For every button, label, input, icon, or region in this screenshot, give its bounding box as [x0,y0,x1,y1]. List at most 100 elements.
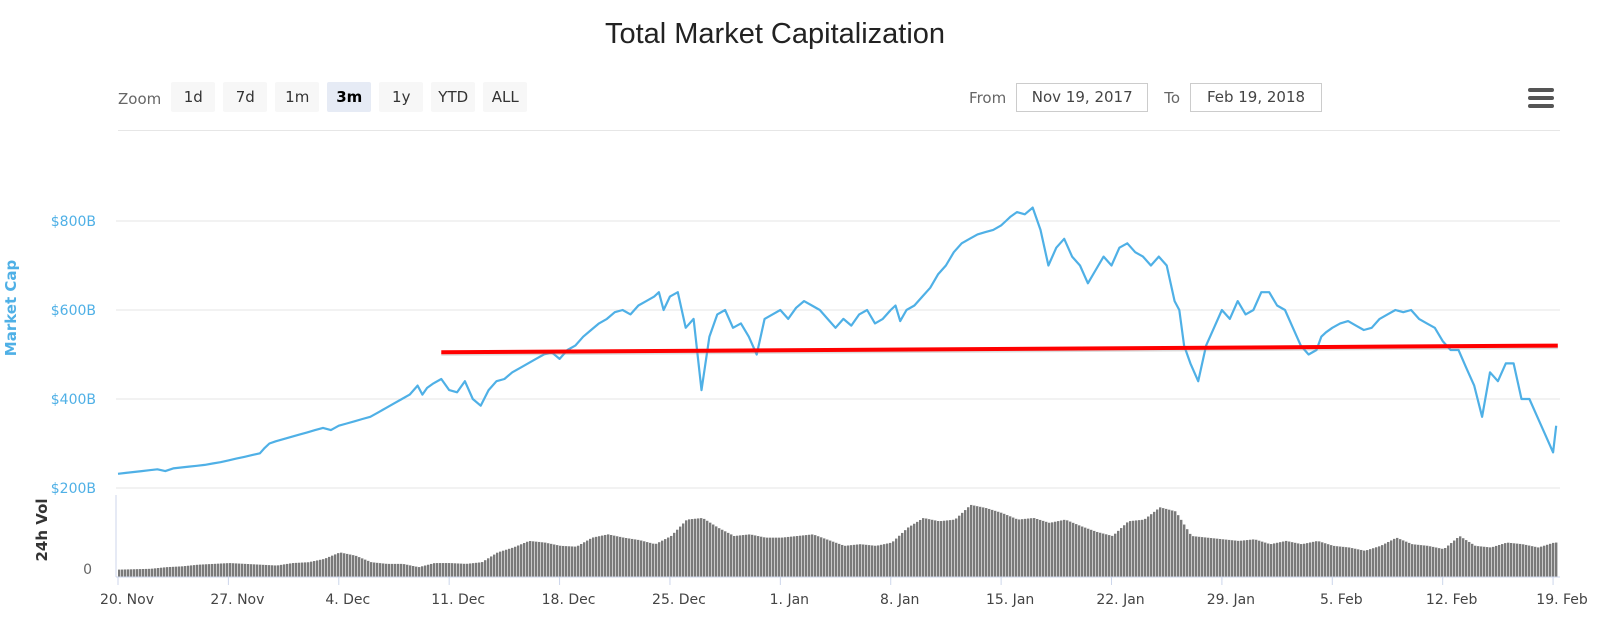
volume-bar [406,564,409,577]
volume-bar [1168,509,1171,577]
volume-bar [136,569,139,577]
volume-bar [943,520,946,577]
volume-bar [127,569,130,577]
volume-bar [1534,546,1537,577]
volume-bar [157,568,160,577]
volume-bar [373,562,376,577]
volume-bar [823,538,826,577]
volume-bar [775,537,778,577]
volume-bar [1291,542,1294,577]
volume-bar [889,542,892,577]
volume-bar [985,508,988,577]
volume-bar [289,563,292,577]
volume-bar [187,565,190,577]
x-tick-label: 19. Feb [1536,592,1588,608]
volume-bar [811,534,814,577]
volume-bar [1498,544,1501,577]
volume-bar [181,566,184,577]
volume-bar [493,554,496,577]
volume-bar [1525,544,1528,577]
from-date-input[interactable]: Nov 19, 2017 [1016,83,1149,112]
volume-bar [1006,515,1009,577]
volume-bar [445,563,448,577]
market-cap-line [117,206,1558,475]
volume-bar [766,537,769,577]
chart-title: Total Market Capitalization [604,18,946,50]
volume-bar [1339,546,1342,577]
volume-axis-title: 24h Vol [33,498,51,561]
volume-bar [595,536,598,577]
volume-bar [226,563,229,577]
volume-bar [1135,520,1138,577]
zoom-1d-button[interactable]: 1d [171,82,216,112]
x-tick-label: 11. Dec [431,592,485,608]
volume-bar [1153,511,1156,577]
volume-bar [1279,542,1282,577]
volume-bar [1090,529,1093,577]
from-label: From [969,88,1007,107]
volume-bar [1171,510,1174,577]
zoom-3m-button[interactable]: 3m [327,82,372,112]
volume-bar [1186,529,1189,577]
volume-bar [808,534,811,577]
volume-bar [769,537,772,577]
volume-bar [1315,541,1318,577]
volume-bar [676,529,679,577]
volume-bar [280,564,283,577]
x-tick-label: 8. Jan [880,592,919,608]
volume-bar [634,539,637,577]
volume-bar [1306,543,1309,577]
volume-bar [736,535,739,577]
volume-bar [481,562,484,577]
volume-bar [430,563,433,577]
volume-bar [178,566,181,577]
volume-bar [883,544,886,577]
volume-bar [172,566,175,577]
volume-bar [523,543,526,577]
hamburger-menu-icon[interactable] [1528,88,1554,110]
volume-bar [1111,535,1114,577]
trend-line [441,343,1558,355]
to-date-input[interactable]: Feb 19, 2018 [1190,83,1322,112]
volume-bar [1423,545,1426,577]
volume-bar [1270,544,1273,577]
volume-bar [679,526,682,577]
volume-bar [1351,548,1354,577]
volume-bar [1141,519,1144,577]
volume-bar [970,504,973,577]
volume-bar [232,563,235,577]
volume-bar [1177,515,1180,577]
volume-bar [1543,545,1546,577]
zoom-1m-button[interactable]: 1m [275,82,320,112]
volume-bar [754,535,757,577]
volume-bar [799,535,802,577]
volume-bar [118,569,121,577]
volume-bar [1048,522,1051,577]
volume-bar [454,563,457,577]
volume-bar [874,545,877,577]
volume-bar [982,507,985,577]
volume-bar [562,545,565,577]
volume-bar [988,508,991,577]
volume-bar [1450,543,1453,577]
volume-bar [1195,536,1198,577]
volume-bar [490,556,493,577]
volume-bar [619,536,622,577]
volume-bar [1462,538,1465,577]
volume-bar [238,563,241,577]
zoom-7d-button[interactable]: 7d [223,82,268,112]
volume-bar [451,563,454,577]
zoom-1y-button[interactable]: 1y [379,82,424,112]
volume-bar [403,564,406,577]
x-tick-label: 22. Jan [1096,592,1144,608]
volume-bar [1237,540,1240,577]
volume-bar [1393,538,1396,577]
volume-bar [946,520,949,577]
volume-bar [625,538,628,577]
zoom-all-button[interactable]: ALL [483,82,528,112]
volume-bar [1531,546,1534,577]
volume-bar [1144,518,1147,577]
volume-bar [955,518,958,577]
zoom-ytd-button[interactable]: YTD [431,82,476,112]
volume-bar [991,509,994,577]
